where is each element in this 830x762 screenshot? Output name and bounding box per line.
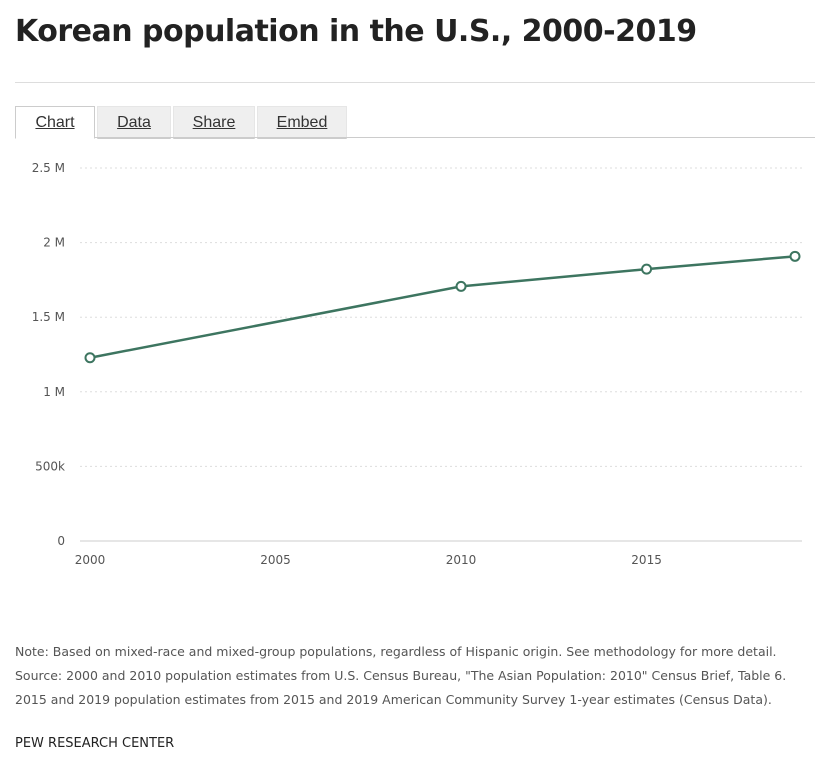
chart-notes: Note: Based on mixed-race and mixed-grou… <box>15 640 786 712</box>
tab-share[interactable]: Share <box>173 106 255 139</box>
tab-chart[interactable]: Chart <box>15 106 95 139</box>
y-tick-label: 0 <box>57 534 65 548</box>
y-tick-label: 2.5 M <box>32 161 65 175</box>
y-tick-label: 1.5 M <box>32 310 65 324</box>
y-tick-label: 500k <box>35 459 65 473</box>
tab-bar: Chart Data Share Embed <box>15 106 349 139</box>
source-line: Source: 2000 and 2010 population estimat… <box>15 668 787 683</box>
tab-divider <box>15 137 815 138</box>
x-tick-label: 2000 <box>75 553 106 567</box>
x-tick-label: 2010 <box>446 553 477 567</box>
y-tick-label: 1 M <box>43 385 65 399</box>
x-tick-label: 2015 <box>631 553 662 567</box>
tab-embed[interactable]: Embed <box>257 106 347 139</box>
tab-data[interactable]: Data <box>97 106 171 139</box>
series-line <box>89 255 796 359</box>
page-title: Korean population in the U.S., 2000-2019 <box>15 14 697 49</box>
data-point <box>641 263 653 275</box>
data-point <box>789 250 801 262</box>
data-point <box>455 280 467 292</box>
note-line: Note: Based on mixed-race and mixed-grou… <box>15 644 777 659</box>
x-tick-label: 2005 <box>260 553 291 567</box>
y-tick-label: 2 M <box>43 236 65 250</box>
title-divider <box>15 82 815 83</box>
data-point <box>84 352 96 364</box>
source-line: 2015 and 2019 population estimates from … <box>15 692 772 707</box>
brand-label: PEW RESEARCH CENTER <box>15 736 175 751</box>
